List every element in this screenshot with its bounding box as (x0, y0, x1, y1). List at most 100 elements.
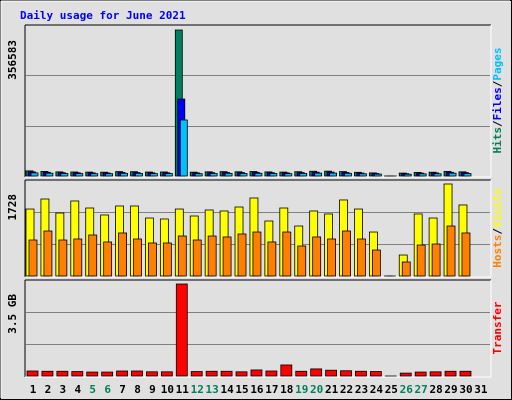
x-tick-label: 18 (280, 383, 293, 396)
bar (56, 370, 69, 377)
bar (267, 241, 277, 277)
x-tick-label: 24 (370, 383, 384, 396)
x-tick-label: 31 (474, 383, 488, 396)
legend: Hosts/Visits (491, 188, 504, 268)
bar (431, 243, 441, 277)
bar (250, 369, 263, 377)
bar (28, 239, 38, 277)
bar (329, 172, 338, 177)
bar (327, 238, 337, 277)
bar (284, 173, 293, 177)
x-tick-label: 1 (30, 383, 37, 396)
bar (280, 364, 293, 377)
x-tick-label: 15 (235, 383, 248, 396)
x-tick-label: 9 (149, 383, 156, 396)
legend-entry: Hosts (491, 235, 504, 268)
bar (90, 173, 99, 177)
bar (118, 232, 127, 277)
bar (235, 371, 248, 377)
bar (190, 371, 203, 377)
legend: Hits/Files/Pages (491, 48, 504, 154)
x-tick-label: 11 (176, 383, 190, 396)
x-tick-label: 4 (74, 383, 81, 396)
bar (325, 369, 338, 377)
bar (26, 370, 39, 377)
bar (446, 225, 456, 277)
bar (131, 370, 143, 377)
bar (414, 371, 427, 377)
bar (60, 173, 69, 177)
bar (150, 173, 158, 177)
bar (220, 370, 233, 377)
x-tick-label: 22 (340, 383, 353, 396)
x-tick-label: 23 (355, 383, 368, 396)
legend: Transfer (491, 301, 504, 354)
chart-title: Daily usage for June 2021 (20, 9, 186, 22)
bar (403, 173, 412, 177)
y-tick-label: 1728 (6, 194, 19, 221)
bar (357, 238, 366, 277)
bar (239, 173, 248, 177)
legend-entry: Visits (491, 188, 504, 228)
legend-separator: / (491, 120, 504, 127)
bar (160, 371, 173, 377)
bar (101, 371, 114, 377)
x-tick-label: 25 (385, 383, 398, 396)
bar (299, 173, 308, 177)
legend-entry: Files (491, 87, 504, 120)
bar (448, 172, 457, 177)
x-tick-label: 19 (295, 383, 308, 396)
bar (340, 370, 352, 377)
x-tick-label: 26 (400, 383, 414, 396)
x-tick-label: 14 (220, 383, 234, 396)
bar (416, 244, 426, 277)
x-tick-label: 13 (206, 383, 219, 396)
bar (135, 172, 143, 177)
bar (371, 249, 381, 277)
bar (310, 368, 323, 377)
x-tick-label: 20 (310, 383, 323, 396)
x-tick-label: 3 (60, 383, 67, 396)
x-tick-label: 30 (459, 383, 472, 396)
bar (342, 230, 351, 277)
bar (194, 173, 203, 177)
bar (75, 173, 84, 177)
bar (148, 242, 157, 277)
panel-frame (25, 25, 491, 177)
bar (30, 172, 39, 177)
bar (373, 173, 382, 177)
bar (237, 233, 247, 277)
bar (71, 371, 84, 377)
bar (297, 245, 307, 277)
bar (224, 172, 233, 177)
bar (192, 239, 202, 277)
bar (461, 232, 471, 277)
bar (433, 173, 442, 177)
bar (45, 172, 54, 177)
legend-separator: / (491, 80, 504, 87)
bar (103, 241, 113, 277)
bar (429, 371, 442, 377)
legend-separator: / (491, 228, 504, 235)
bar (252, 231, 262, 277)
bar (162, 242, 172, 277)
bar (418, 173, 427, 177)
bar (43, 230, 53, 277)
bar (73, 238, 83, 277)
bar (254, 172, 263, 177)
bar (207, 235, 217, 277)
x-tick-label: 16 (250, 383, 264, 396)
x-tick-label: 5 (89, 383, 96, 396)
bar (209, 173, 218, 177)
bar (269, 173, 278, 177)
bar (265, 370, 278, 377)
bar (177, 235, 187, 277)
bar (295, 370, 308, 377)
x-tick-label: 12 (191, 383, 204, 396)
bar (344, 172, 352, 177)
x-tick-label: 2 (45, 383, 52, 396)
x-tick-label: 8 (134, 383, 141, 396)
bar (105, 173, 114, 177)
x-tick-label: 29 (444, 383, 457, 396)
bar (312, 236, 322, 277)
